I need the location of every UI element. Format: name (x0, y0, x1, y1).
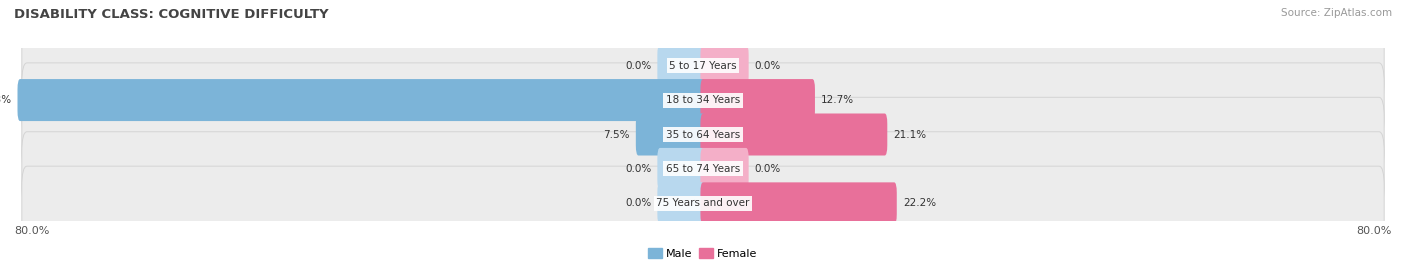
FancyBboxPatch shape (636, 114, 706, 155)
Text: Source: ZipAtlas.com: Source: ZipAtlas.com (1281, 8, 1392, 18)
FancyBboxPatch shape (22, 132, 1384, 206)
FancyBboxPatch shape (700, 79, 815, 121)
Text: 0.0%: 0.0% (626, 164, 651, 174)
FancyBboxPatch shape (700, 148, 748, 190)
Text: 79.3%: 79.3% (0, 95, 11, 105)
Text: 7.5%: 7.5% (603, 129, 630, 140)
Text: 0.0%: 0.0% (755, 164, 780, 174)
Text: 18 to 34 Years: 18 to 34 Years (666, 95, 740, 105)
FancyBboxPatch shape (658, 45, 706, 87)
Text: 0.0%: 0.0% (626, 198, 651, 208)
Text: 65 to 74 Years: 65 to 74 Years (666, 164, 740, 174)
FancyBboxPatch shape (700, 45, 748, 87)
FancyBboxPatch shape (700, 114, 887, 155)
FancyBboxPatch shape (22, 166, 1384, 240)
Text: 12.7%: 12.7% (821, 95, 853, 105)
Legend: Male, Female: Male, Female (644, 243, 762, 263)
FancyBboxPatch shape (22, 63, 1384, 137)
Text: 22.2%: 22.2% (903, 198, 936, 208)
Text: 0.0%: 0.0% (755, 61, 780, 71)
Text: 80.0%: 80.0% (14, 226, 49, 236)
Text: 35 to 64 Years: 35 to 64 Years (666, 129, 740, 140)
FancyBboxPatch shape (22, 97, 1384, 172)
Text: 21.1%: 21.1% (893, 129, 927, 140)
FancyBboxPatch shape (658, 148, 706, 190)
FancyBboxPatch shape (658, 182, 706, 224)
Text: 75 Years and over: 75 Years and over (657, 198, 749, 208)
Text: 0.0%: 0.0% (626, 61, 651, 71)
Text: DISABILITY CLASS: COGNITIVE DIFFICULTY: DISABILITY CLASS: COGNITIVE DIFFICULTY (14, 8, 329, 21)
FancyBboxPatch shape (700, 182, 897, 224)
Text: 80.0%: 80.0% (1357, 226, 1392, 236)
FancyBboxPatch shape (22, 29, 1384, 103)
Text: 5 to 17 Years: 5 to 17 Years (669, 61, 737, 71)
FancyBboxPatch shape (17, 79, 706, 121)
